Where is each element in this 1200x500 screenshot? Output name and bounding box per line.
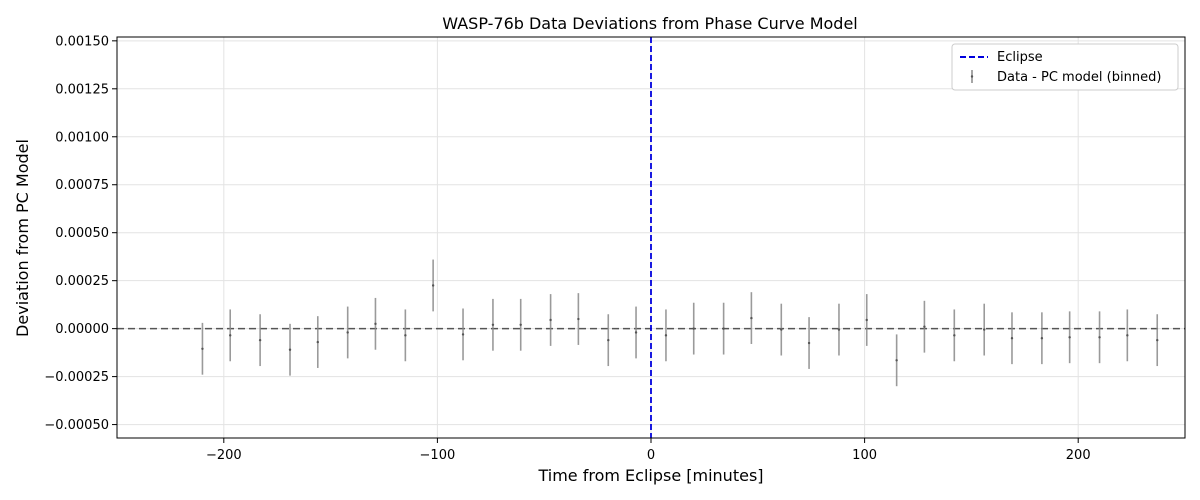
data-point — [923, 325, 926, 328]
data-point — [316, 340, 319, 344]
data-point — [807, 341, 811, 345]
y-tick-label: 0.00150 — [55, 34, 109, 49]
data-point — [519, 323, 522, 326]
x-axis-label: Time from Eclipse [minutes] — [537, 466, 763, 485]
x-tick-label: 100 — [852, 448, 877, 463]
data-point — [750, 316, 753, 320]
data-point — [1126, 334, 1129, 337]
x-tick-label: −200 — [206, 448, 242, 463]
y-tick-label: 0.00125 — [55, 82, 109, 97]
data-point — [692, 327, 695, 330]
data-point — [461, 333, 465, 336]
data-point — [953, 334, 956, 337]
x-tick-label: 0 — [647, 448, 655, 463]
legend-data-marker — [970, 75, 974, 78]
data-point — [1098, 336, 1101, 339]
x-tick-label: −100 — [420, 448, 456, 463]
data-point — [577, 317, 580, 321]
data-point — [404, 334, 407, 337]
x-tick-label: 200 — [1066, 448, 1091, 463]
legend-eclipse-label: Eclipse — [997, 50, 1043, 65]
data-point — [722, 327, 725, 330]
data-point — [346, 331, 349, 334]
legend-box — [951, 43, 1179, 91]
data-point — [634, 331, 638, 334]
plot-area — [117, 37, 1185, 438]
data-point — [229, 334, 232, 337]
y-tick-label: −0.00025 — [44, 370, 109, 385]
data-point — [1068, 336, 1071, 339]
legend: Eclipse Data - PC model (binned) — [951, 43, 1179, 91]
data-point — [1156, 338, 1159, 342]
data-point — [895, 359, 898, 362]
data-point — [374, 322, 377, 326]
data-point — [288, 348, 292, 351]
data-point — [983, 328, 986, 331]
data-point — [837, 328, 841, 331]
chart-title: WASP-76b Data Deviations from Phase Curv… — [442, 14, 857, 33]
data-point — [549, 318, 552, 322]
y-tick-label: −0.00050 — [44, 418, 109, 433]
data-point — [664, 334, 668, 337]
y-tick-label: 0.00000 — [55, 322, 109, 337]
data-point — [201, 347, 204, 350]
y-tick-label: 0.00100 — [55, 130, 109, 145]
data-point — [865, 318, 868, 322]
data-point — [431, 284, 435, 287]
legend-data-label: Data - PC model (binned) — [997, 70, 1161, 85]
data-point — [1040, 337, 1044, 340]
data-point — [607, 338, 610, 342]
plot-frame — [116, 36, 1186, 439]
y-tick-label: 0.00050 — [55, 226, 109, 241]
y-tick-label: 0.00075 — [55, 178, 109, 193]
data-point — [780, 328, 783, 331]
y-axis-label: Deviation from PC Model — [13, 139, 32, 337]
y-tick-label: 0.00025 — [55, 274, 109, 289]
data-point — [258, 338, 262, 342]
data-point — [1010, 337, 1014, 340]
data-point — [491, 323, 495, 326]
axes-ticks: −200 −100 0 100 200 −0.00050 −0.00025 0.00000 0.… — [44, 34, 1090, 463]
